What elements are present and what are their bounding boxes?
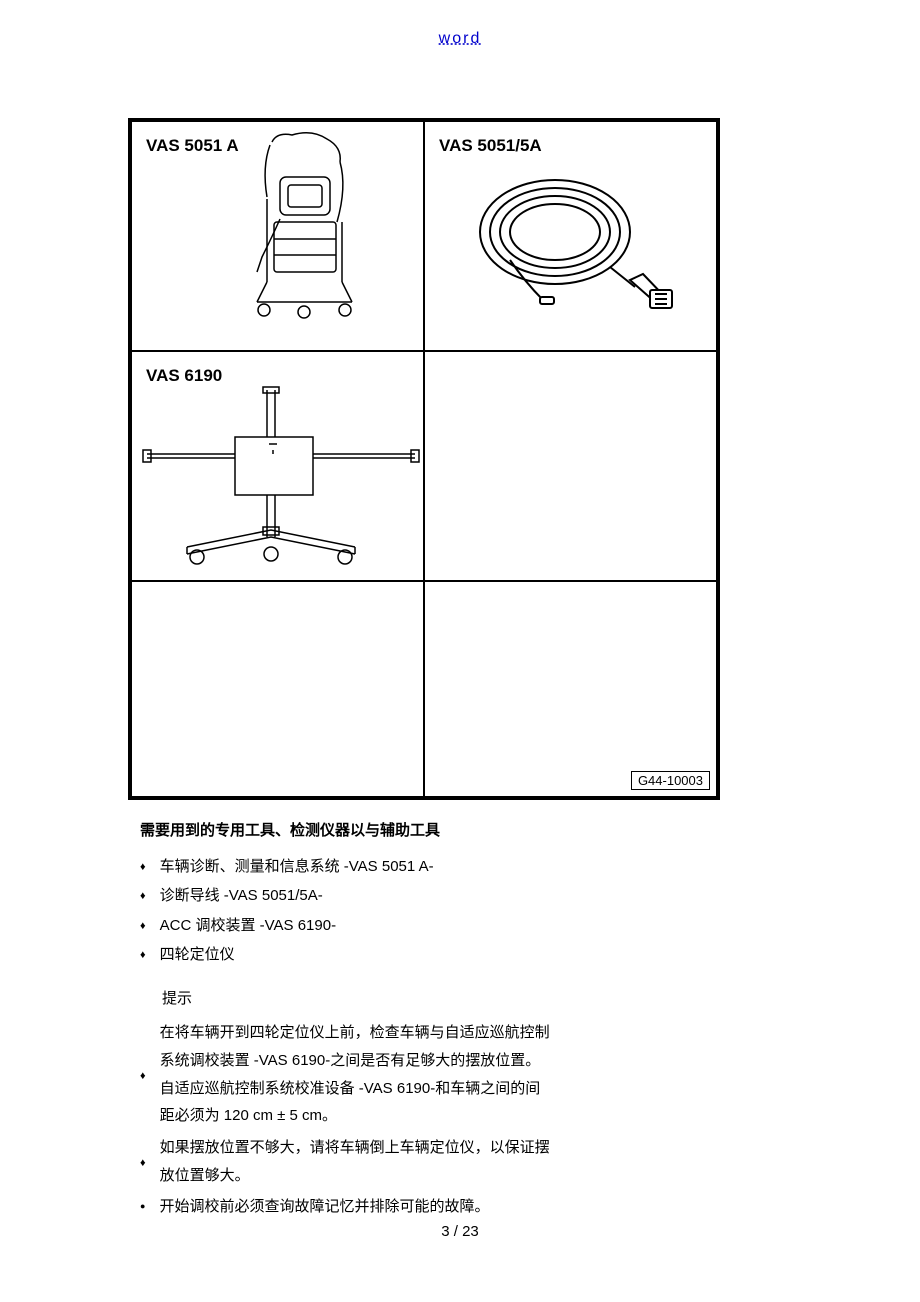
- list-item: 车辆诊断、测量和信息系统 -VAS 5051 A-: [140, 854, 740, 880]
- tools-list: 车辆诊断、测量和信息系统 -VAS 5051 A- 诊断导线 -VAS 5051…: [140, 854, 740, 968]
- figure-cell-vas5051-5a: VAS 5051/5A: [424, 121, 717, 351]
- diagnostic-cart-icon: [232, 127, 392, 327]
- figure-cell-empty-1: [424, 351, 717, 581]
- header-link[interactable]: word: [439, 30, 482, 48]
- section-title: 需要用到的专用工具、检测仪器以与辅助工具: [140, 818, 740, 844]
- list-item: ACC 调校装置 -VAS 6190-: [140, 913, 740, 939]
- figure-cell-vas6190: VAS 6190: [131, 351, 424, 581]
- list-item: 诊断导线 -VAS 5051/5A-: [140, 883, 740, 909]
- cell-label: VAS 5051/5A: [439, 136, 702, 156]
- content-section: 需要用到的专用工具、检测仪器以与辅助工具 车辆诊断、测量和信息系统 -VAS 5…: [140, 818, 740, 1223]
- hints-list: 在将车辆开到四轮定位仪上前，检查车辆与自适应巡航控制系统调校装置 -VAS 61…: [140, 1019, 740, 1190]
- figure-reference: G44-10003: [631, 771, 710, 790]
- list-item: 开始调校前必须查询故障记忆并排除可能的故障。: [140, 1194, 740, 1220]
- tools-figure: VAS 5051 A: [128, 118, 720, 800]
- figure-cell-vas5051a: VAS 5051 A: [131, 121, 424, 351]
- hint-label: 提示: [162, 986, 740, 1012]
- list-item: 在将车辆开到四轮定位仪上前，检查车辆与自适应巡航控制系统调校装置 -VAS 61…: [140, 1019, 740, 1130]
- note-list: 开始调校前必须查询故障记忆并排除可能的故障。: [140, 1194, 740, 1220]
- diagnostic-cable-icon: [455, 162, 685, 332]
- list-item: 如果摆放位置不够大，请将车辆倒上车辆定位仪，以保证摆放位置够大。: [140, 1134, 740, 1190]
- figure-cell-empty-2: [131, 581, 424, 797]
- list-item: 四轮定位仪: [140, 942, 740, 968]
- page-number: 3 / 23: [441, 1223, 479, 1240]
- figure-cell-ref: G44-10003: [424, 581, 717, 797]
- calibration-device-icon: [137, 382, 422, 572]
